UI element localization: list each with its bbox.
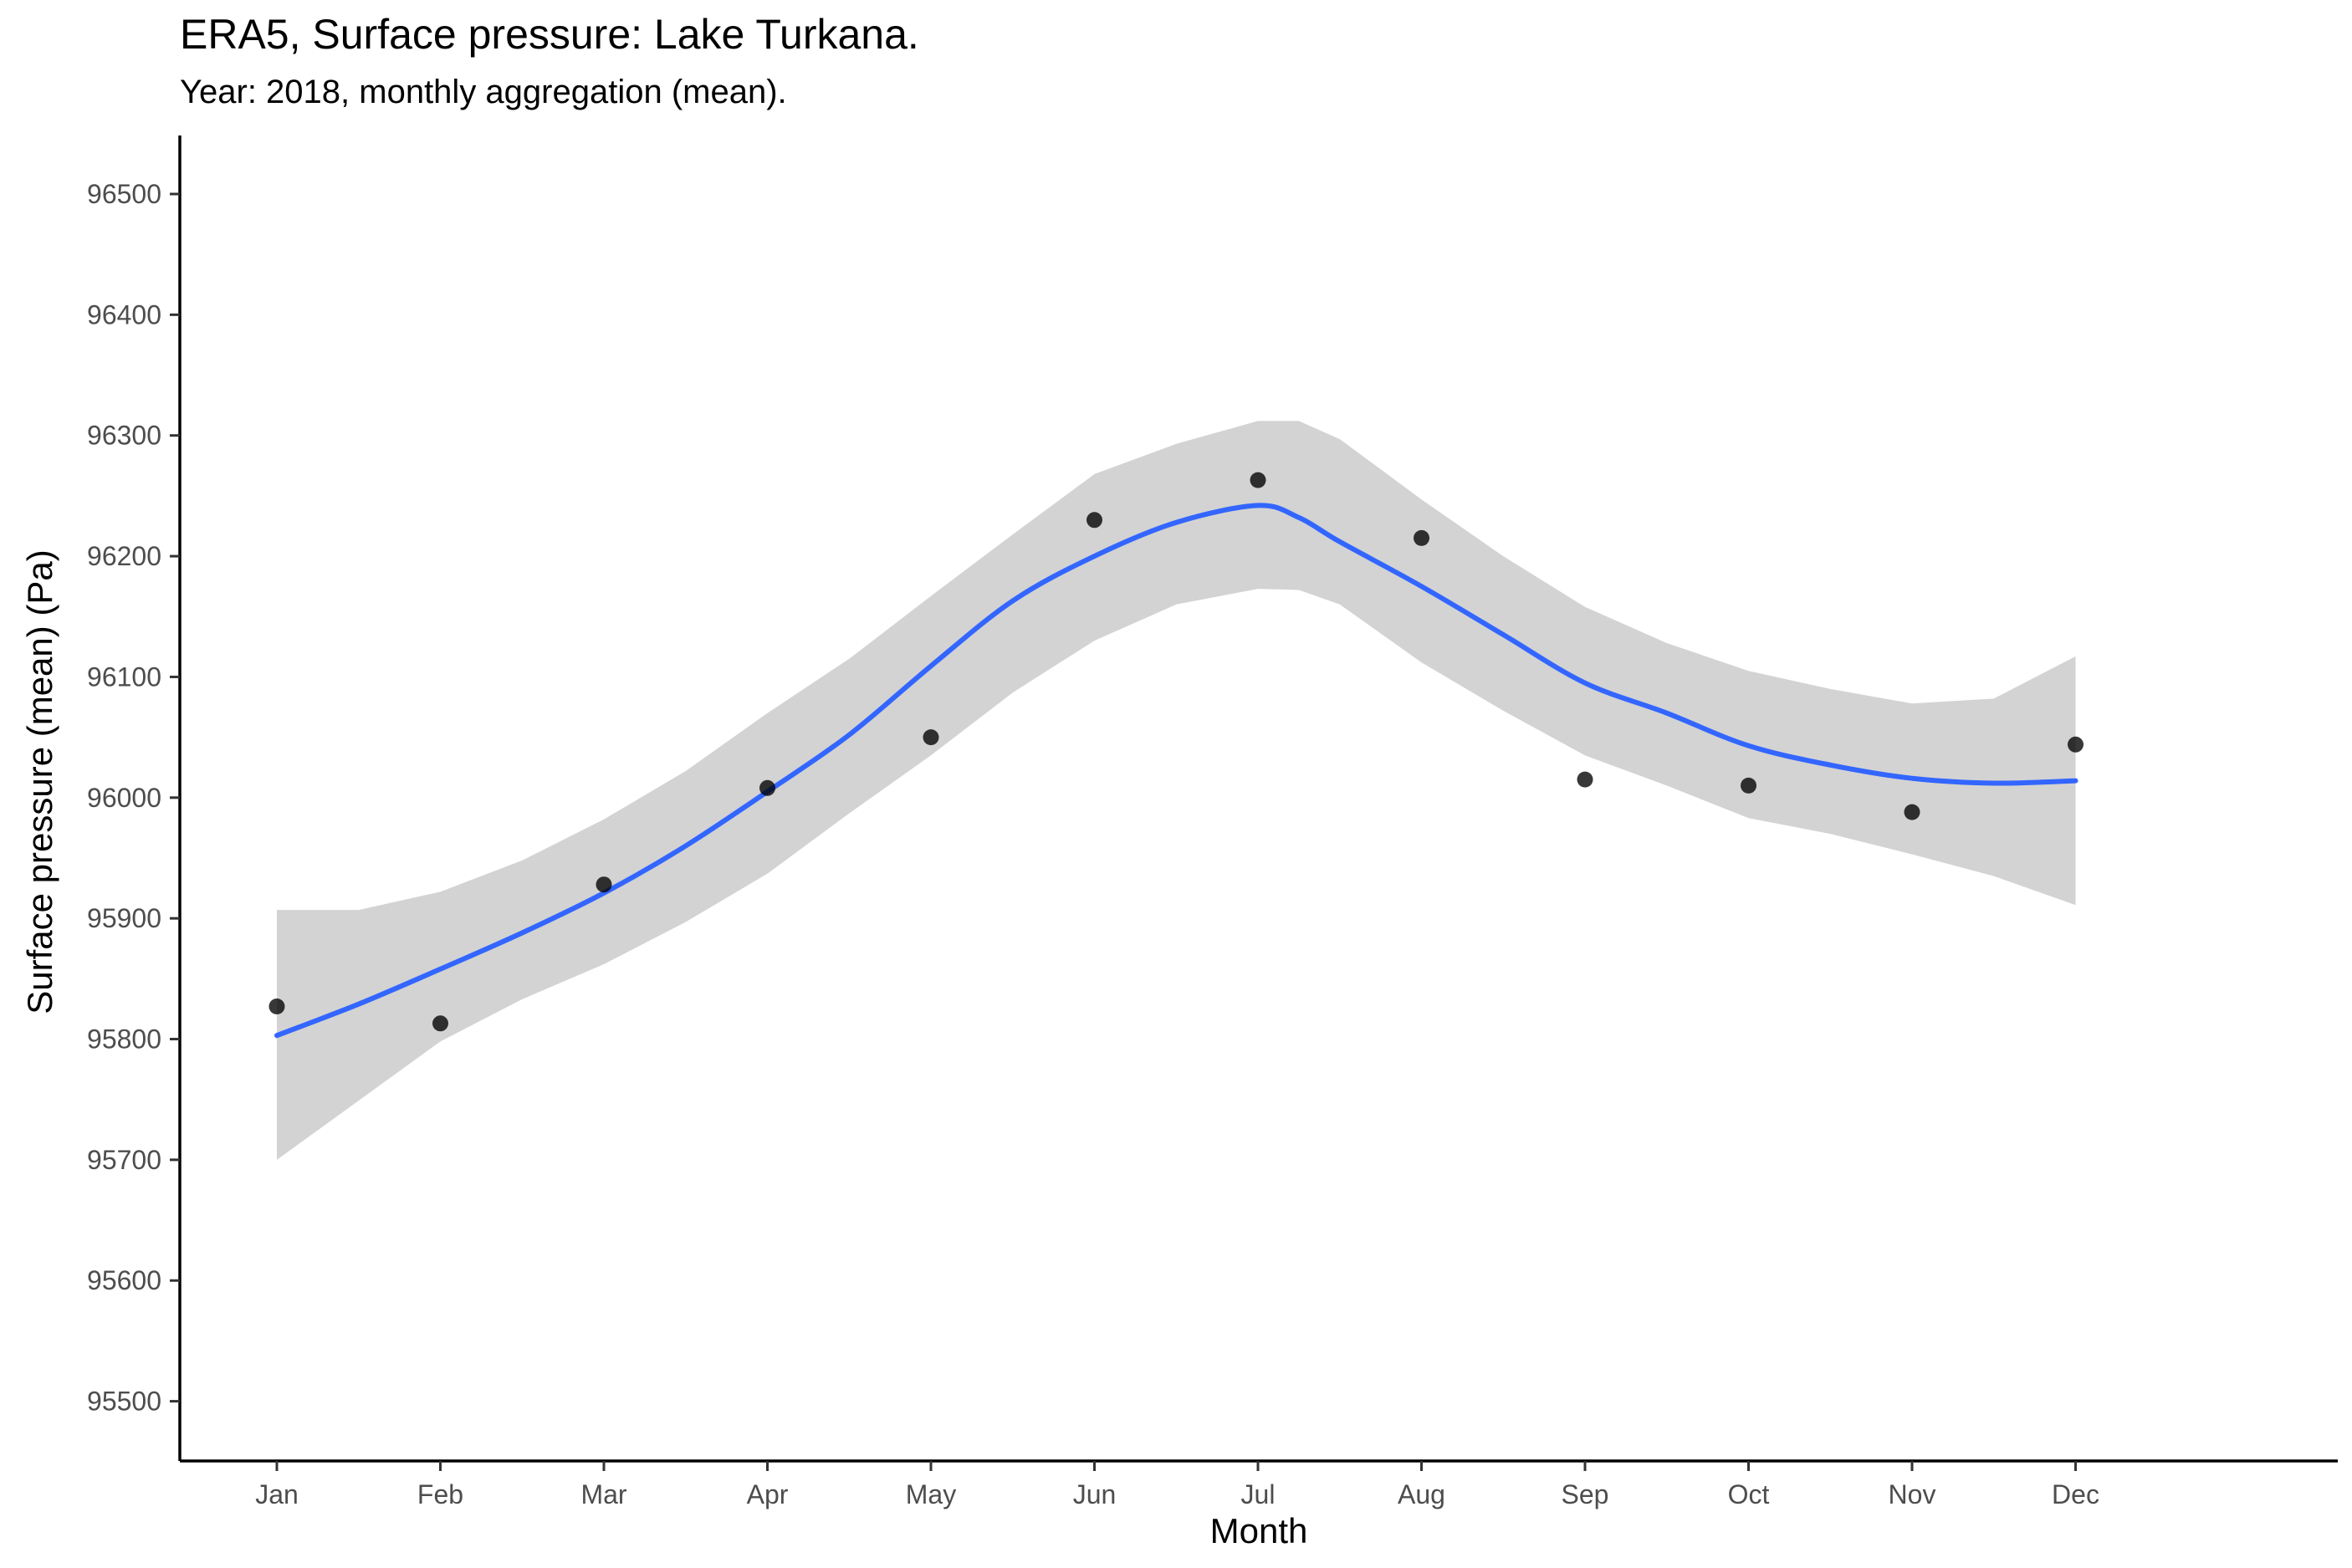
y-tick-label: 96100 (87, 661, 161, 692)
x-tick-label: Aug (1398, 1479, 1445, 1509)
smooth-line-layer (274, 503, 2078, 1039)
x-tick-label: Dec (2052, 1479, 2099, 1509)
data-point-jan (268, 999, 285, 1014)
x-tick-label: Jan (255, 1479, 299, 1509)
y-tick-label: 95500 (87, 1387, 161, 1417)
x-tick-label: Jun (1073, 1479, 1117, 1509)
x-tick-label: May (906, 1479, 956, 1509)
chart-subtitle: Year: 2018, monthly aggregation (mean). (180, 74, 787, 110)
y-tick-label: 95800 (87, 1024, 161, 1055)
x-tick-label: Mar (580, 1479, 626, 1509)
y-axis-title: Surface pressure (mean) (Pa) (20, 549, 59, 1014)
smooth-trend-line (274, 503, 2078, 1039)
x-tick-label: Sep (1562, 1479, 1609, 1509)
x-tick-label: Apr (747, 1479, 789, 1509)
y-tick-label: 95600 (87, 1265, 161, 1295)
data-point-sep (1577, 771, 1593, 788)
y-tick-layer: 95500 95600 95700 95800 95900 96000 96100 96200… (87, 179, 180, 1417)
y-tick-label: 96200 (87, 541, 161, 571)
chart-title: ERA5, Surface pressure: Lake Turkana. (180, 11, 919, 58)
y-tick-label: 96300 (87, 421, 161, 451)
x-tick-label: Nov (1889, 1479, 1936, 1509)
y-tick-label: 96000 (87, 783, 161, 813)
data-point-layer (268, 472, 2084, 1032)
x-tick-label: Feb (417, 1479, 463, 1509)
data-point-jul (1250, 472, 1266, 488)
y-tick-label: 95900 (87, 903, 161, 933)
data-point-nov (1904, 804, 1920, 820)
confidence-band (277, 421, 2076, 1160)
data-point-jun (1087, 512, 1102, 529)
confidence-band-layer (277, 421, 2076, 1160)
y-tick-label: 95700 (87, 1145, 161, 1175)
data-point-feb (432, 1015, 448, 1032)
x-axis-title: Month (1210, 1511, 1308, 1550)
data-point-may (923, 729, 939, 746)
y-tick-label: 96500 (87, 179, 161, 209)
y-tick-label: 96400 (87, 299, 161, 329)
x-tick-layer: Jan Feb Mar Apr May Jun Jul Aug Sep Oct Nov Dec (255, 1461, 2099, 1509)
data-point-dec (2068, 736, 2084, 753)
data-point-oct (1741, 777, 1756, 794)
data-point-mar (596, 876, 612, 893)
x-tick-label: Jul (1241, 1479, 1276, 1509)
x-tick-label: Oct (1728, 1479, 1770, 1509)
data-point-apr (759, 779, 775, 796)
data-point-aug (1414, 529, 1429, 546)
